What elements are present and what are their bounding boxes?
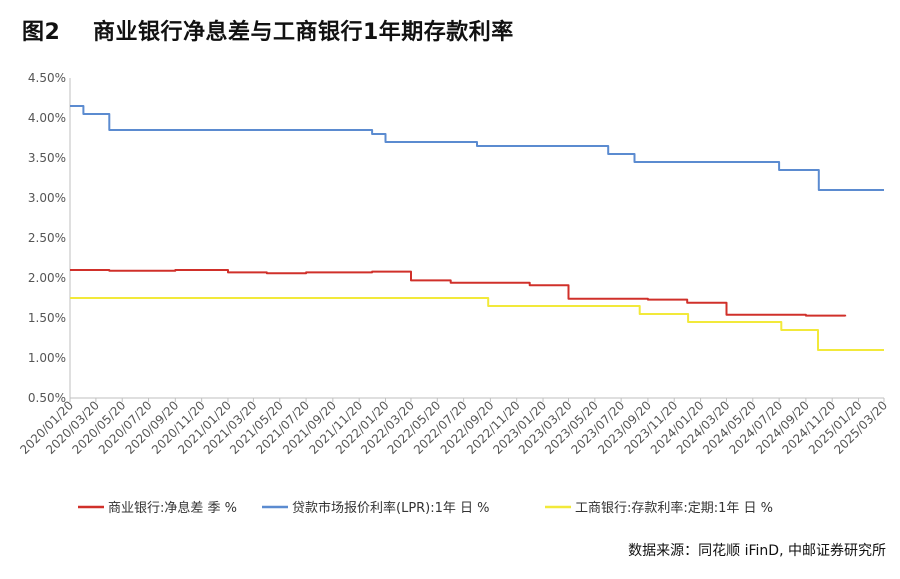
legend-label-0: 商业银行:净息差 季 % — [108, 500, 237, 516]
y-tick-label: 3.50% — [28, 151, 66, 165]
y-tick-label: 1.00% — [28, 351, 66, 365]
series-line-2 — [70, 297, 884, 351]
y-tick-label: 2.00% — [28, 271, 66, 285]
y-tick-label: 3.00% — [28, 191, 66, 205]
y-tick-label: 1.50% — [28, 311, 66, 325]
series-line-0 — [70, 269, 847, 317]
figure-title: 图2 商业银行净息差与工商银行1年期存款利率 — [22, 20, 514, 45]
y-tick-label: 4.50% — [28, 71, 66, 85]
y-tick-label: 4.00% — [28, 111, 66, 125]
legend-label-1: 贷款市场报价利率(LPR):1年 日 % — [292, 500, 490, 516]
y-tick-label: 2.50% — [28, 231, 66, 245]
y-tick-label: 0.50% — [28, 391, 66, 405]
x-axis: 2020/01/202020/03/202020/05/202020/07/20… — [17, 397, 890, 457]
y-axis: 0.50% 1.00% 1.50% 2.00% 2.50% 3.00% 3.50% 4.00%… — [28, 71, 71, 405]
legend-label-2: 工商银行:存款利率:定期:1年 日 % — [575, 500, 773, 516]
source-note: 数据来源：同花顺 iFinD, 中邮证券研究所 — [628, 543, 886, 559]
series-layer — [70, 105, 884, 351]
series-line-1 — [70, 105, 884, 191]
legend: 商业银行:净息差 季 % 贷款市场报价利率(LPR):1年 日 % 工商银行:存款利… — [78, 500, 773, 516]
